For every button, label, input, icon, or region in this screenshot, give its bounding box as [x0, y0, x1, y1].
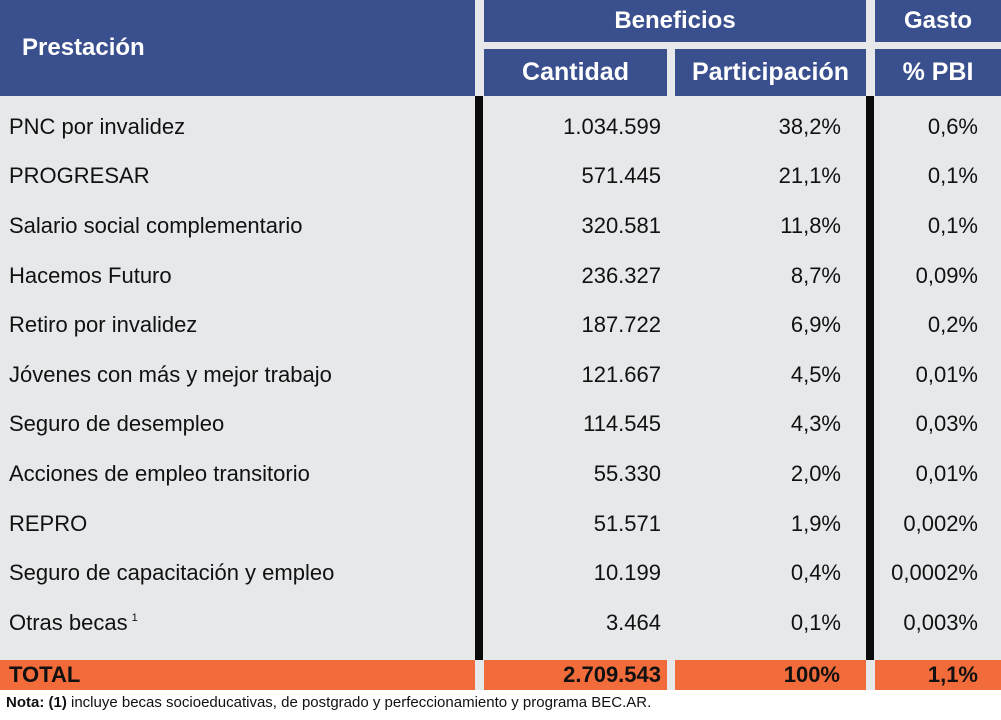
row-pbi: 0,003%	[903, 609, 978, 635]
row-participacion: 21,1%	[778, 163, 841, 189]
row-name: Salario social complementario	[9, 212, 303, 238]
table-row: Jóvenes con más y mejor trabajo 121.667 …	[0, 350, 1001, 400]
footnote: Nota: (1) incluye becas socioeducativas,…	[6, 694, 651, 711]
row-pbi: 0,1%	[927, 163, 978, 189]
row-name-text: Otras becas	[9, 609, 128, 635]
header-participacion: Participación	[675, 49, 866, 96]
row-participacion: 8,7%	[790, 262, 841, 288]
row-name: Acciones de empleo transitorio	[9, 460, 310, 486]
row-cantidad: 55.330	[593, 460, 661, 486]
row-participacion: 4,3%	[790, 411, 841, 437]
benefits-table: Prestación Beneficios Gasto Cantidad Par…	[0, 0, 1001, 690]
row-cantidad: 571.445	[581, 163, 661, 189]
row-cantidad: 236.327	[581, 262, 661, 288]
footnote-label: Nota: (1)	[6, 694, 67, 711]
row-name: Jóvenes con más y mejor trabajo	[9, 361, 332, 387]
row-participacion: 0,4%	[790, 560, 841, 586]
total-row: TOTAL 2.709.543 100% 1,1%	[0, 660, 1001, 690]
table-body: PNC por invalidez 1.034.599 38,2% 0,6% P…	[0, 102, 1001, 648]
row-cantidad: 3.464	[605, 609, 661, 635]
total-participacion: 100%	[675, 660, 866, 690]
row-participacion: 11,8%	[780, 212, 841, 238]
header-gasto: Gasto	[875, 0, 1001, 42]
header-beneficios: Beneficios	[484, 0, 866, 42]
row-name: PROGRESAR	[9, 163, 150, 189]
total-pbi: 1,1%	[875, 660, 1001, 690]
row-pbi: 0,03%	[915, 411, 978, 437]
table-row: PROGRESAR 571.445 21,1% 0,1%	[0, 152, 1001, 202]
row-cantidad: 114.545	[583, 411, 661, 437]
row-pbi: 0,01%	[915, 361, 978, 387]
row-cantidad: 1.034.599	[563, 113, 661, 139]
row-name: Retiro por invalidez	[9, 312, 198, 338]
table-row: Retiro por invalidez 187.722 6,9% 0,2%	[0, 300, 1001, 350]
row-pbi: 0,01%	[915, 460, 978, 486]
row-name: Otras becas 1	[9, 610, 138, 636]
row-pbi: 0,002%	[903, 510, 978, 536]
table-row: PNC por invalidez 1.034.599 38,2% 0,6%	[0, 102, 1001, 152]
row-participacion: 6,9%	[790, 312, 841, 338]
row-cantidad: 121.667	[581, 361, 661, 387]
table-row: Seguro de desempleo 114.545 4,3% 0,03%	[0, 400, 1001, 450]
table-row: Acciones de empleo transitorio 55.330 2,…	[0, 449, 1001, 499]
row-name: PNC por invalidez	[9, 113, 186, 139]
row-cantidad: 10.199	[593, 560, 661, 586]
row-pbi: 0,09%	[915, 262, 978, 288]
footnote-text: incluye becas socioeducativas, de postgr…	[71, 694, 652, 711]
row-participacion: 2,0%	[790, 460, 841, 486]
table-row: Otras becas 1 3.464 0,1% 0,003%	[0, 598, 1001, 648]
table-row: REPRO 51.571 1,9% 0,002%	[0, 499, 1001, 549]
row-name: Seguro de capacitación y empleo	[9, 560, 335, 586]
row-cantidad: 187.722	[581, 312, 661, 338]
row-cantidad: 51.571	[593, 510, 661, 536]
row-pbi: 0,2%	[927, 312, 978, 338]
total-label: TOTAL	[0, 660, 475, 690]
table-row: Salario social complementario 320.581 11…	[0, 201, 1001, 251]
header-cantidad: Cantidad	[484, 49, 667, 96]
row-pbi: 0,6%	[927, 113, 978, 139]
column-divider	[475, 96, 483, 660]
row-pbi: 0,0002%	[891, 560, 978, 586]
row-name: REPRO	[9, 510, 88, 536]
row-pbi: 0,1%	[927, 212, 978, 238]
row-participacion: 38,2%	[778, 113, 841, 139]
row-cantidad: 320.581	[581, 212, 661, 238]
row-participacion: 0,1%	[790, 609, 841, 635]
row-participacion: 1,9%	[790, 510, 841, 536]
table-row: Seguro de capacitación y empleo 10.199 0…	[0, 548, 1001, 598]
header-pbi: % PBI	[875, 49, 1001, 96]
column-divider	[866, 96, 874, 660]
row-participacion: 4,5%	[790, 361, 841, 387]
table-row: Hacemos Futuro 236.327 8,7% 0,09%	[0, 251, 1001, 301]
row-name: Hacemos Futuro	[9, 262, 172, 288]
row-name: Seguro de desempleo	[9, 411, 225, 437]
footnote-marker: 1	[131, 612, 138, 625]
total-cantidad: 2.709.543	[484, 660, 667, 690]
header-prestacion: Prestación	[0, 0, 475, 96]
